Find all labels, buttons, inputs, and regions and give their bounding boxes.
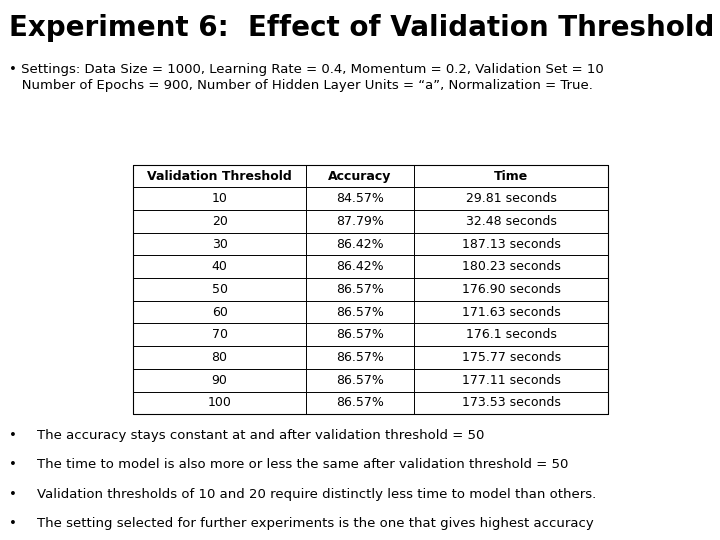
Text: The time to model is also more or less the same after validation threshold = 50: The time to model is also more or less t…	[37, 458, 569, 471]
Text: Validation Threshold: Validation Threshold	[147, 170, 292, 183]
Text: 30: 30	[212, 238, 228, 251]
Bar	[133, 165, 608, 414]
Text: 86.57%: 86.57%	[336, 351, 384, 364]
Text: 86.42%: 86.42%	[336, 260, 384, 273]
Text: 177.11 seconds: 177.11 seconds	[462, 374, 561, 387]
Text: 86.57%: 86.57%	[336, 283, 384, 296]
Text: 100: 100	[207, 396, 232, 409]
Text: 87.79%: 87.79%	[336, 215, 384, 228]
Text: 171.63 seconds: 171.63 seconds	[462, 306, 561, 319]
Text: •: •	[9, 517, 17, 530]
Text: 86.57%: 86.57%	[336, 396, 384, 409]
Text: • Settings: Data Size = 1000, Learning Rate = 0.4, Momentum = 0.2, Validation Se: • Settings: Data Size = 1000, Learning R…	[9, 63, 604, 76]
Text: 80: 80	[212, 351, 228, 364]
Text: Validation thresholds of 10 and 20 require distinctly less time to model than ot: Validation thresholds of 10 and 20 requi…	[37, 488, 597, 501]
Text: The accuracy stays constant at and after validation threshold = 50: The accuracy stays constant at and after…	[37, 429, 485, 442]
Text: 86.57%: 86.57%	[336, 328, 384, 341]
Text: Experiment 6:  Effect of Validation Threshold: Experiment 6: Effect of Validation Thres…	[9, 14, 715, 42]
Text: 29.81 seconds: 29.81 seconds	[466, 192, 557, 205]
Text: 86.57%: 86.57%	[336, 374, 384, 387]
Text: 176.90 seconds: 176.90 seconds	[462, 283, 561, 296]
Text: 40: 40	[212, 260, 228, 273]
Text: The setting selected for further experiments is the one that gives highest accur: The setting selected for further experim…	[37, 517, 594, 530]
Text: 90: 90	[212, 374, 228, 387]
Text: Time: Time	[494, 170, 528, 183]
Text: •: •	[9, 488, 17, 501]
Text: 175.77 seconds: 175.77 seconds	[462, 351, 561, 364]
Text: 180.23 seconds: 180.23 seconds	[462, 260, 561, 273]
Text: 86.57%: 86.57%	[336, 306, 384, 319]
Text: 70: 70	[212, 328, 228, 341]
Text: 60: 60	[212, 306, 228, 319]
Text: 176.1 seconds: 176.1 seconds	[466, 328, 557, 341]
Text: 173.53 seconds: 173.53 seconds	[462, 396, 561, 409]
Text: 10: 10	[212, 192, 228, 205]
Text: •: •	[9, 458, 17, 471]
Text: 84.57%: 84.57%	[336, 192, 384, 205]
Text: 20: 20	[212, 215, 228, 228]
Text: 187.13 seconds: 187.13 seconds	[462, 238, 561, 251]
Text: •: •	[9, 429, 17, 442]
Text: 50: 50	[212, 283, 228, 296]
Text: 32.48 seconds: 32.48 seconds	[466, 215, 557, 228]
Text: 86.42%: 86.42%	[336, 238, 384, 251]
Text: Number of Epochs = 900, Number of Hidden Layer Units = “a”, Normalization = True: Number of Epochs = 900, Number of Hidden…	[9, 79, 593, 92]
Text: Accuracy: Accuracy	[328, 170, 392, 183]
